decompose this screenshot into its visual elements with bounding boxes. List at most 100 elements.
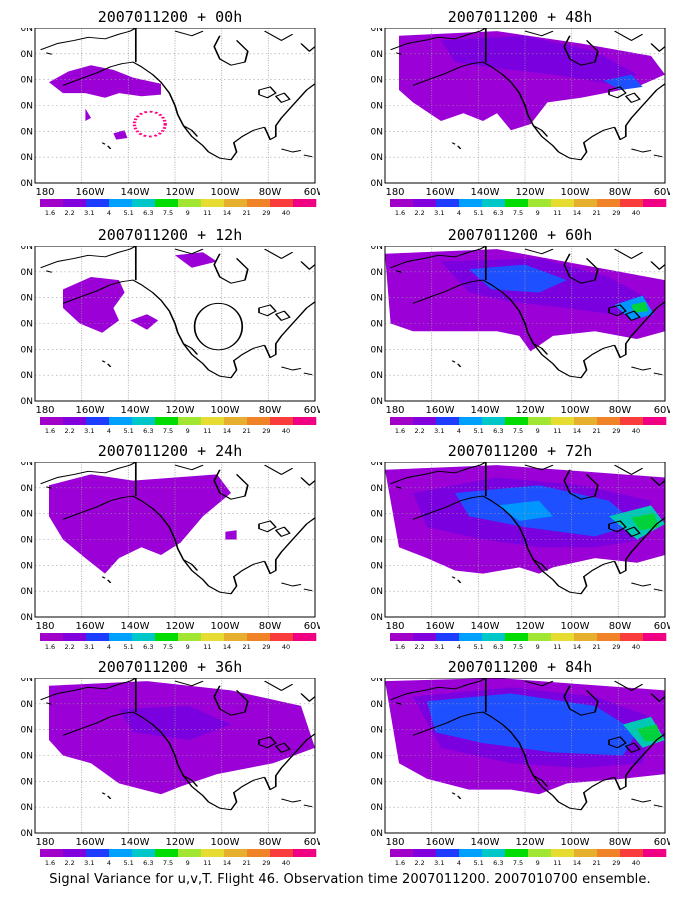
colorbar-swatch	[459, 849, 483, 857]
coastline	[182, 559, 199, 571]
coastline	[395, 486, 403, 489]
colorbar-label: 9	[186, 209, 190, 217]
colorbar-label: 4	[457, 643, 461, 651]
coastline	[300, 43, 316, 52]
lon-label: 140W	[471, 837, 500, 848]
lon-label: 80W	[259, 837, 282, 848]
lon-label: 80W	[609, 405, 632, 416]
lon-label: 80W	[259, 187, 282, 198]
colorbar-label: 40	[282, 643, 290, 651]
lat-label: 70N	[20, 678, 33, 684]
colorbar-label: 3.1	[434, 209, 444, 217]
colorbar-label: 14	[223, 427, 231, 435]
colorbar-label: 29	[612, 643, 620, 651]
colorbar-label: 4	[457, 209, 461, 217]
coastline	[631, 582, 652, 587]
coastline	[650, 43, 666, 52]
lat-label: 60N	[370, 50, 383, 60]
lat-label: 60N	[370, 484, 383, 494]
coastline	[613, 517, 666, 575]
flight-track	[132, 110, 167, 138]
lon-label: 80W	[259, 621, 282, 632]
colorbar-swatch	[643, 417, 667, 425]
colorbar-label: 3.1	[84, 209, 94, 217]
lon-label: 160W	[76, 405, 105, 416]
colorbar-swatch	[413, 199, 437, 207]
colorbar-label: 14	[573, 643, 581, 651]
lon-label: 140W	[471, 405, 500, 416]
colorbar-swatch	[132, 199, 156, 207]
lat-label: 60N	[20, 50, 33, 60]
lat-label: 70N	[20, 462, 33, 468]
colorbar-label: 3.1	[84, 859, 94, 867]
colorbar-swatch	[40, 417, 64, 425]
colorbar-label: 21	[243, 209, 251, 217]
lon-label: 180	[35, 405, 54, 416]
colorbar-label: 21	[243, 427, 251, 435]
coastline	[650, 261, 666, 270]
colorbar-label: 40	[632, 859, 640, 867]
colorbar-swatch	[247, 633, 271, 641]
panel-title: 2007011200 + 48h	[447, 8, 593, 26]
colorbar-swatch	[436, 199, 460, 207]
figure-caption: Signal Variance for u,v,T. Flight 46. Ob…	[49, 872, 651, 887]
colorbar-label: 3.1	[434, 427, 444, 435]
colorbar-label: 11	[553, 859, 561, 867]
lat-label: 40N	[20, 752, 33, 762]
map-panel: 2007011200 + 12h 70N 60N 50N 40N 30N 20N 10N180…	[20, 226, 320, 436]
coastline	[653, 372, 663, 376]
coastline	[614, 464, 644, 475]
colorbar-label: 11	[203, 209, 211, 217]
observation-circle	[193, 302, 244, 351]
coastline	[281, 366, 302, 371]
lat-label: 70N	[370, 28, 383, 34]
coastline	[213, 685, 249, 716]
colorbar-swatch	[201, 633, 225, 641]
panel-title: 2007011200 + 72h	[447, 442, 593, 460]
coastline	[101, 576, 106, 579]
coastline	[303, 804, 313, 808]
coastline	[40, 462, 137, 485]
colorbar-swatch	[482, 417, 506, 425]
colorbar-swatch	[86, 417, 110, 425]
lat-label: 20N	[20, 153, 33, 163]
map-panel: 2007011200 + 72h 70N 60N 50N 40N 30N 20N 10N180…	[370, 442, 670, 652]
colorbar-swatch	[436, 417, 460, 425]
colorbar-swatch	[459, 633, 483, 641]
variance-shading	[497, 500, 553, 521]
lon-label: 180	[385, 837, 404, 848]
coastline	[263, 301, 316, 359]
colorbar-label: 11	[553, 427, 561, 435]
lat-label: 70N	[20, 28, 33, 34]
lat-label: 50N	[20, 294, 33, 304]
lat-label: 20N	[370, 153, 383, 163]
lat-label: 30N	[20, 777, 33, 787]
colorbar-swatch	[436, 849, 460, 857]
colorbar-label: 4	[457, 859, 461, 867]
coastline	[524, 464, 554, 471]
coastline	[208, 776, 265, 811]
coastline	[258, 736, 277, 749]
colorbar-label: 14	[223, 643, 231, 651]
variance-shading	[49, 65, 161, 98]
colorbar-swatch	[293, 199, 317, 207]
map-frame: 70N 60N 50N 40N 30N 20N 10N180 160W 140W 120W 100W…	[20, 462, 320, 651]
lon-label: 100W	[561, 405, 590, 416]
coastline	[101, 142, 106, 145]
coastline	[631, 148, 652, 153]
map-panel: 2007011200 + 48h 70N 60N 50N 40N 30N 20N 10N180…	[370, 8, 670, 218]
coastline	[457, 579, 462, 584]
colorbar-label: 6.3	[143, 209, 153, 217]
colorbar-label: 21	[593, 209, 601, 217]
lat-label: 40N	[20, 102, 33, 112]
coastline	[608, 86, 627, 99]
coastline	[395, 702, 403, 705]
colorbar-label: 9	[186, 427, 190, 435]
lon-label: 160W	[76, 837, 105, 848]
coastline	[457, 795, 462, 800]
colorbar-swatch	[201, 417, 225, 425]
coastline	[45, 702, 53, 705]
coastline	[631, 366, 652, 371]
coastline	[624, 310, 641, 321]
lon-label: 80W	[259, 405, 282, 416]
